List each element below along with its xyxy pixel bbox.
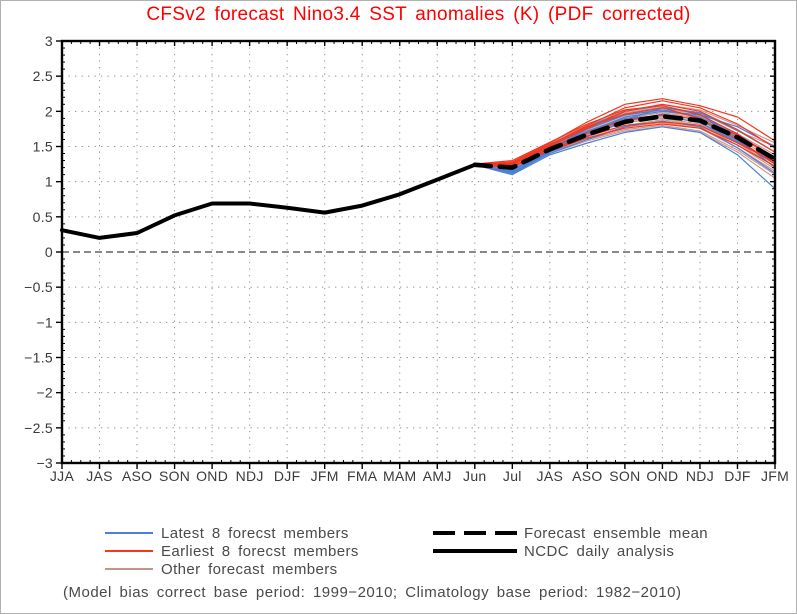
y-tick-label: 1.5 — [33, 139, 53, 155]
x-tick-label: DJF — [724, 468, 751, 484]
x-tick-label: MAM — [383, 468, 417, 484]
x-tick-label: JAS — [86, 468, 113, 484]
series-members-latest — [474, 105, 776, 190]
legend-row-other: Other forecast members — [1, 561, 796, 578]
y-tick-label: −1 — [36, 314, 53, 330]
legend-row-latest: Latest 8 forecst members Forecast ensemb… — [1, 525, 796, 542]
series-observed — [60, 162, 515, 240]
x-tick-label: OND — [646, 468, 678, 484]
y-tick-labels: 3 2.5 2 1.5 1 0.5 0 −0.5 −1 −1.5 −2 −2.5 −3 — [24, 33, 53, 471]
legend-label-other: Other forecast members — [161, 561, 338, 578]
y-tick-label: −1.5 — [24, 350, 53, 366]
legend-label-ncdc-analysis: NCDC daily analysis — [524, 543, 675, 560]
x-tick-label: SON — [159, 468, 190, 484]
ncdc-analysis-line-sample — [433, 549, 517, 553]
v-gridlines — [99, 41, 738, 463]
latest-members-line-sample — [105, 532, 153, 534]
x-tick-label: ASO — [572, 468, 602, 484]
x-tick-label: JAS — [537, 468, 564, 484]
ensemble-mean-line-sample — [433, 531, 517, 535]
y-tick-label: 2 — [45, 103, 53, 119]
x-tick-label: JFM — [761, 468, 789, 484]
y-tick-label: 0 — [45, 244, 53, 260]
x-tick-label: DJF — [274, 468, 301, 484]
y-tick-label: −3 — [36, 455, 53, 471]
series-members-earliest — [474, 98, 776, 168]
other-members-line-sample — [105, 568, 153, 570]
member-line — [474, 105, 776, 165]
series-ensemble-mean — [472, 114, 778, 170]
x-tick-label: AMJ — [423, 468, 452, 484]
x-tick-label: NDJ — [686, 468, 714, 484]
legend-label-latest: Latest 8 forecst members — [161, 525, 349, 542]
member-line — [474, 126, 776, 190]
x-tick-label: ASO — [122, 468, 152, 484]
x-tick-label: JFM — [311, 468, 339, 484]
x-tick-label: OND — [196, 468, 228, 484]
x-tick-label: Jun — [463, 468, 486, 484]
legend-row-earliest: Earliest 8 forecst members NCDC daily an… — [1, 543, 796, 560]
legend-label-earliest: Earliest 8 forecst members — [161, 543, 359, 560]
member-line — [474, 98, 776, 165]
x-tick-label: JJA — [50, 468, 75, 484]
y-tick-label: −0.5 — [24, 279, 53, 295]
legend-label-ensemble-mean: Forecast ensemble mean — [524, 525, 709, 542]
y-tick-label: 1 — [45, 174, 53, 190]
footnote: (Model bias correct base period: 1999−20… — [63, 584, 682, 601]
y-tick-label: 3 — [45, 33, 53, 49]
y-tick-label: 0.5 — [33, 209, 53, 225]
chart-title: CFSv2 forecast Nino3.4 SST anomalies (K)… — [146, 4, 691, 25]
x-tick-label: NDJ — [236, 468, 264, 484]
x-tick-labels: JJA JAS ASO SON OND NDJ DJF JFM FMA MAM AMJ Jun Jul J… — [50, 468, 789, 484]
member-line — [474, 109, 776, 174]
y-tick-label: 2.5 — [33, 68, 53, 84]
axis-ticks — [56, 40, 776, 469]
y-tick-label: −2.5 — [24, 420, 53, 436]
x-tick-label: FMA — [347, 468, 378, 484]
y-tick-label: −2 — [36, 385, 53, 401]
x-tick-label: Jul — [503, 468, 522, 484]
observed-line — [60, 162, 515, 240]
x-tick-label: SON — [609, 468, 640, 484]
ensemble-mean-line — [472, 114, 778, 170]
earliest-members-line-sample — [105, 550, 153, 552]
